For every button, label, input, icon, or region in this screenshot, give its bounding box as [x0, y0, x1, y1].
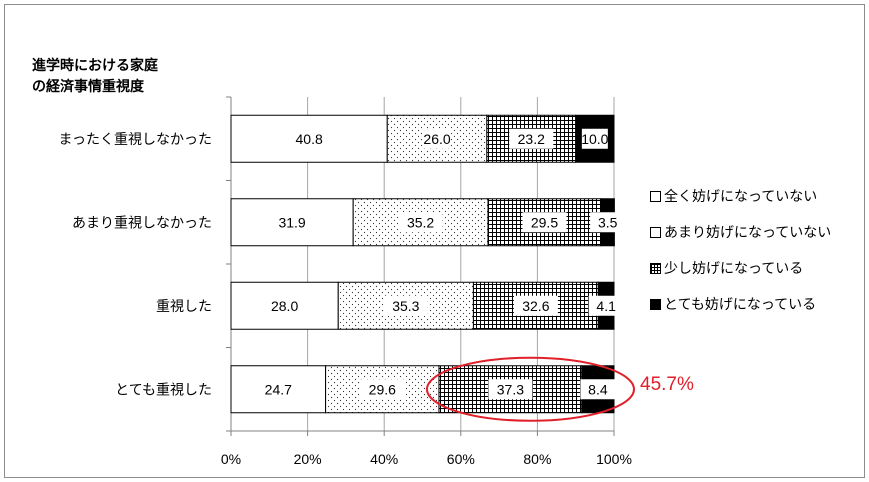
data-label: 23.2 [518, 131, 545, 147]
data-label: 10.0 [581, 131, 608, 147]
data-label: 28.0 [271, 298, 298, 314]
legend-swatch [650, 190, 661, 202]
x-tick-label: 0% [221, 451, 241, 467]
x-tick-label: 100% [596, 451, 632, 467]
data-label-bg [581, 128, 608, 149]
category-label: あまり重視しなかった [72, 215, 212, 231]
chart-title-line-2: の経済事情重視度 [32, 79, 144, 95]
legend-label: あまり妨げになっていない [664, 225, 832, 241]
data-label-bg [588, 295, 624, 316]
legend-label: 少し妨げになっている [664, 261, 804, 277]
data-label: 32.6 [522, 298, 549, 314]
data-label: 35.3 [392, 298, 419, 314]
data-label-bg [509, 128, 554, 149]
data-label-bg [522, 212, 567, 233]
data-label-bg [256, 379, 301, 400]
legend-swatch [650, 226, 661, 238]
data-label-bg [287, 128, 332, 149]
data-label-bg [590, 212, 626, 233]
data-label: 40.8 [296, 131, 323, 147]
chart-title-line-1: 進学時における家庭 [32, 58, 158, 74]
data-label: 26.0 [423, 131, 450, 147]
data-label-bg [513, 295, 558, 316]
data-label: 37.3 [497, 381, 524, 397]
chart-title: 進学時における家庭 の経済事情重視度 [32, 56, 158, 98]
category-label: まったく重視しなかった [59, 132, 212, 148]
category-label: 重視した [156, 299, 212, 315]
data-label: 31.9 [278, 214, 305, 230]
legend-item: 少し妨げになっている [650, 250, 831, 286]
data-label-bg [580, 379, 616, 400]
data-label: 29.6 [369, 381, 396, 397]
data-label-bg [271, 295, 298, 316]
x-tick-label: 60% [447, 451, 475, 467]
category-label: とても重視した [115, 382, 212, 398]
data-label-bg [488, 379, 533, 400]
legend-item: とても妨げになっている [650, 286, 831, 322]
data-label-bg [398, 212, 443, 233]
data-label: 4.1 [596, 298, 616, 314]
highlight-annotation: 45.7% [640, 374, 694, 395]
data-label: 35.2 [407, 214, 434, 230]
x-tick-label: 20% [294, 451, 322, 467]
data-label-bg [270, 212, 315, 233]
legend-swatch [650, 262, 661, 274]
legend-label: 全く妨げになっていない [664, 189, 818, 205]
legend: 全く妨げになっていない あまり妨げになっていない 少し妨げになっている とても妨げにな… [650, 178, 831, 322]
data-label: 3.5 [598, 214, 618, 230]
data-label: 24.7 [265, 381, 292, 397]
data-label: 8.4 [588, 381, 608, 397]
legend-swatch [650, 298, 661, 310]
data-label-bg [383, 295, 428, 316]
legend-item: あまり妨げになっていない [650, 214, 831, 250]
legend-item: 全く妨げになっていない [650, 178, 831, 214]
data-label: 29.5 [531, 214, 558, 230]
x-tick-label: 80% [523, 451, 551, 467]
data-label-bg [424, 128, 451, 149]
x-tick-label: 40% [370, 451, 398, 467]
highlight-ellipse [425, 356, 635, 422]
data-label-bg [360, 379, 405, 400]
legend-label: とても妨げになっている [664, 297, 817, 313]
